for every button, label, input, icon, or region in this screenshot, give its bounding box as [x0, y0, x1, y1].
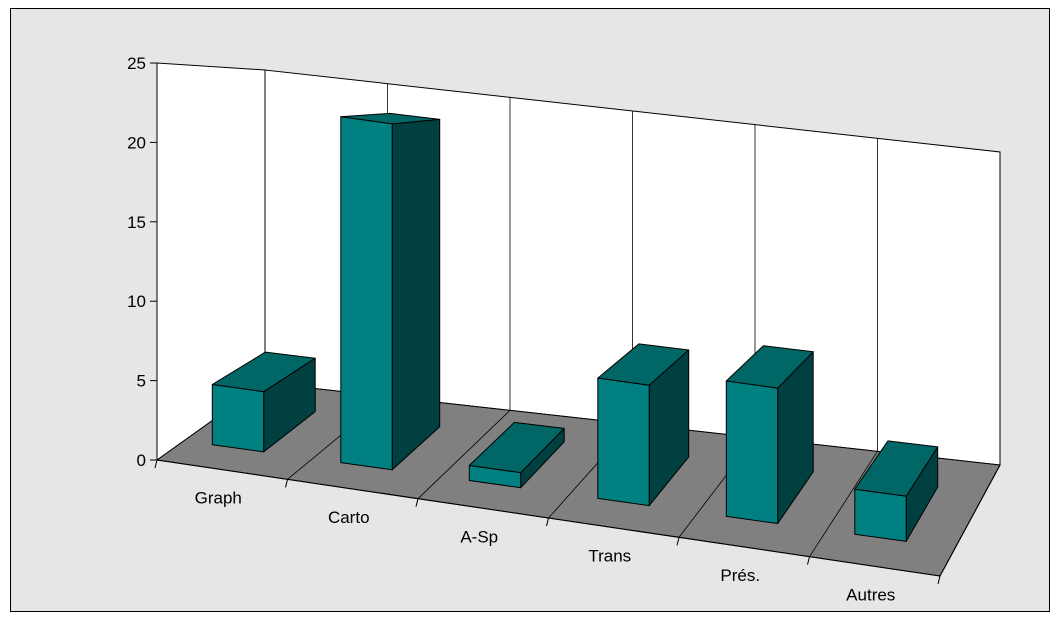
x-tick-label: Prés.: [720, 566, 760, 585]
x-tick-mark: [285, 479, 288, 488]
y-tick-label: 25: [127, 54, 146, 73]
x-tick-mark: [937, 575, 941, 585]
bar-front-face: [597, 377, 650, 507]
y-tick-label: 10: [127, 292, 146, 311]
bar-front-face: [340, 116, 393, 471]
floor-separator: [809, 451, 878, 557]
y-axis-ticks: 0 5 10 15 20 25: [127, 54, 157, 470]
y-tick-label: 20: [127, 133, 146, 152]
bar-a-sp: [468, 421, 565, 489]
x-tick-mark: [415, 498, 419, 507]
bar-front-face: [725, 380, 779, 524]
y-tick-label: 15: [127, 213, 146, 232]
bar-side-face: [391, 118, 441, 471]
bar-pr-s-: [725, 345, 814, 524]
bar-front-face: [854, 488, 907, 542]
bar-front-face: [211, 384, 265, 453]
bars: [211, 112, 939, 542]
x-tick-mark: [807, 556, 810, 565]
bar-trans: [597, 343, 690, 507]
bar-carto: [340, 112, 441, 471]
y-tick-label: 5: [137, 372, 146, 391]
x-tick-label: Carto: [328, 508, 370, 527]
floor-separator: [417, 410, 511, 499]
x-axis-labels: Graph Carto A-Sp Trans Prés. Autres: [154, 459, 941, 604]
x-tick-label: Graph: [195, 489, 242, 508]
x-tick-mark: [676, 537, 680, 546]
bar-front-face: [468, 465, 522, 489]
bar-graph: [211, 351, 316, 453]
depth-axis-line: [939, 464, 1001, 577]
bar-autres: [854, 440, 939, 542]
x-tick-label: Trans: [588, 547, 631, 566]
x-tick-mark: [546, 517, 549, 527]
y-tick-label: 0: [137, 451, 146, 470]
x-tick-mark: [154, 459, 158, 469]
x-tick-label: A-Sp: [460, 527, 498, 546]
x-tick-label: Autres: [846, 585, 895, 604]
